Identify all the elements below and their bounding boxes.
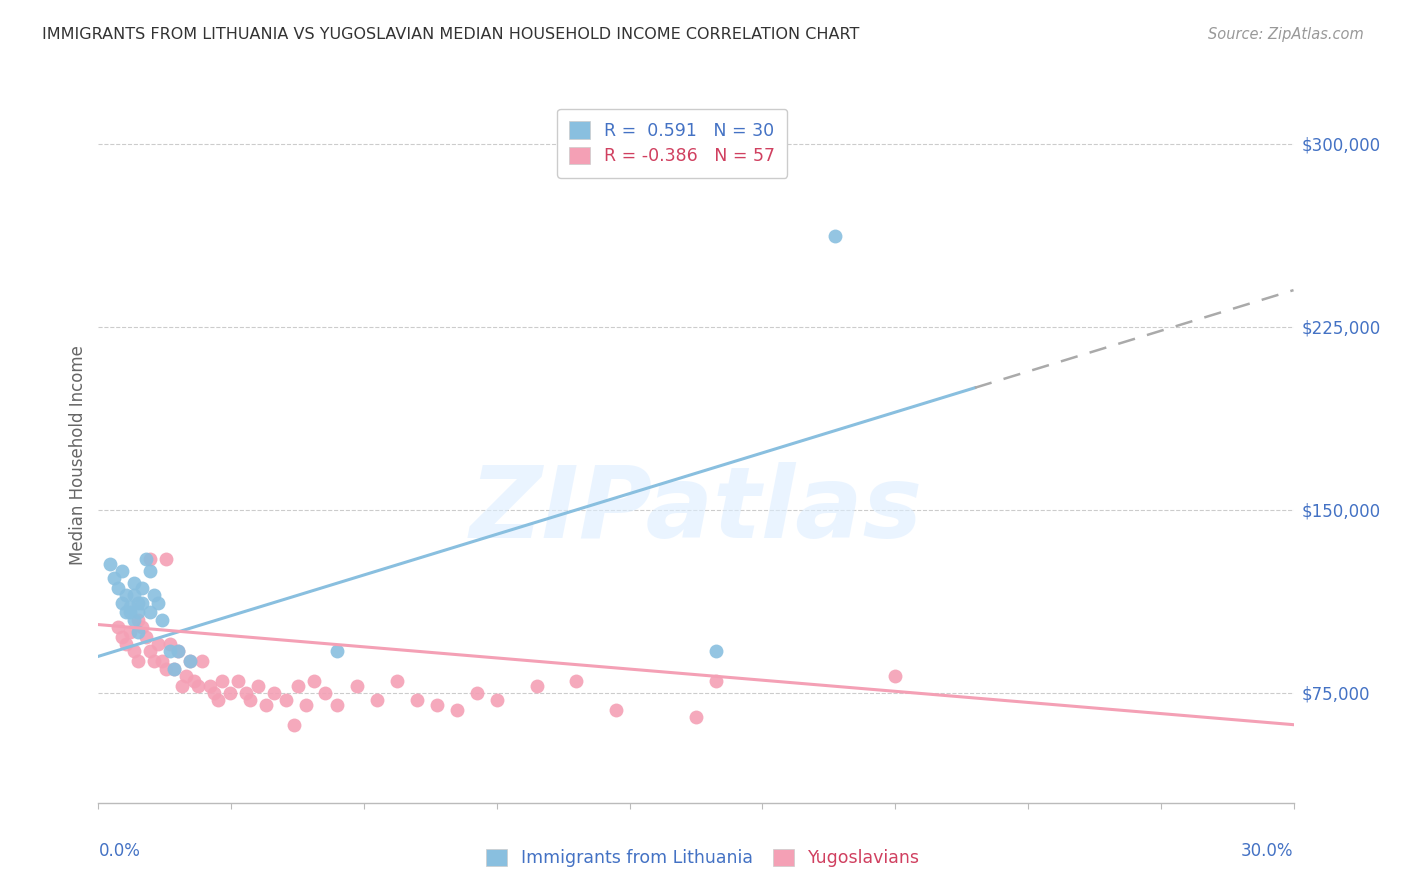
Point	[139, 644, 162, 658]
Point	[155, 661, 177, 675]
Point	[127, 613, 149, 627]
Point	[884, 669, 907, 683]
Point	[167, 644, 190, 658]
Point	[172, 679, 194, 693]
Point	[824, 229, 846, 244]
Point	[294, 698, 316, 713]
Point	[124, 576, 146, 591]
Point	[326, 698, 349, 713]
Point	[235, 686, 257, 700]
Point	[406, 693, 429, 707]
Point	[115, 588, 138, 602]
Point	[139, 564, 162, 578]
Point	[191, 654, 214, 668]
Point	[274, 693, 297, 707]
Point	[150, 654, 173, 668]
Point	[326, 644, 349, 658]
Point	[526, 679, 548, 693]
Point	[704, 644, 727, 658]
Point	[565, 673, 588, 688]
Point	[207, 693, 229, 707]
Point	[167, 644, 190, 658]
Point	[143, 588, 166, 602]
Point	[139, 606, 162, 620]
Point	[485, 693, 508, 707]
Point	[120, 600, 142, 615]
Point	[103, 571, 125, 585]
Point	[465, 686, 488, 700]
Point	[605, 703, 627, 717]
Point	[211, 673, 233, 688]
Point	[287, 679, 309, 693]
Point	[127, 596, 149, 610]
Point	[239, 693, 262, 707]
Point	[226, 673, 249, 688]
Point	[150, 613, 173, 627]
Point	[254, 698, 277, 713]
Point	[685, 710, 707, 724]
Point	[159, 637, 181, 651]
Point	[139, 551, 162, 566]
Point	[111, 630, 134, 644]
Y-axis label: Median Household Income: Median Household Income	[69, 345, 87, 565]
Point	[155, 551, 177, 566]
Point	[135, 551, 157, 566]
Point	[115, 606, 138, 620]
Point	[179, 654, 201, 668]
Point	[315, 686, 337, 700]
Point	[446, 703, 468, 717]
Point	[246, 679, 269, 693]
Point	[148, 596, 170, 610]
Point	[131, 596, 153, 610]
Point	[124, 588, 146, 602]
Point	[111, 564, 134, 578]
Point	[263, 686, 285, 700]
Text: 30.0%: 30.0%	[1241, 842, 1294, 860]
Point	[283, 717, 305, 731]
Point	[366, 693, 388, 707]
Point	[115, 637, 138, 651]
Point	[131, 620, 153, 634]
Text: Source: ZipAtlas.com: Source: ZipAtlas.com	[1208, 27, 1364, 42]
Point	[107, 620, 129, 634]
Point	[174, 669, 197, 683]
Point	[148, 637, 170, 651]
Point	[120, 624, 142, 639]
Point	[219, 686, 242, 700]
Point	[163, 661, 186, 675]
Point	[302, 673, 325, 688]
Point	[131, 581, 153, 595]
Point	[127, 654, 149, 668]
Point	[346, 679, 368, 693]
Text: IMMIGRANTS FROM LITHUANIA VS YUGOSLAVIAN MEDIAN HOUSEHOLD INCOME CORRELATION CHA: IMMIGRANTS FROM LITHUANIA VS YUGOSLAVIAN…	[42, 27, 859, 42]
Point	[159, 644, 181, 658]
Point	[98, 557, 122, 571]
Point	[385, 673, 409, 688]
Point	[187, 679, 209, 693]
Point	[127, 624, 149, 639]
Legend: Immigrants from Lithuania, Yugoslavians: Immigrants from Lithuania, Yugoslavians	[479, 842, 927, 874]
Point	[163, 661, 186, 675]
Point	[124, 644, 146, 658]
Legend: R =  0.591   N = 30, R = -0.386   N = 57: R = 0.591 N = 30, R = -0.386 N = 57	[557, 109, 787, 178]
Point	[179, 654, 201, 668]
Point	[120, 606, 142, 620]
Point	[143, 654, 166, 668]
Point	[704, 673, 727, 688]
Point	[183, 673, 205, 688]
Point	[198, 679, 221, 693]
Point	[107, 581, 129, 595]
Point	[202, 686, 225, 700]
Text: ZIPatlas: ZIPatlas	[470, 462, 922, 559]
Text: 0.0%: 0.0%	[98, 842, 141, 860]
Point	[124, 613, 146, 627]
Point	[111, 596, 134, 610]
Point	[135, 630, 157, 644]
Point	[127, 606, 149, 620]
Point	[426, 698, 449, 713]
